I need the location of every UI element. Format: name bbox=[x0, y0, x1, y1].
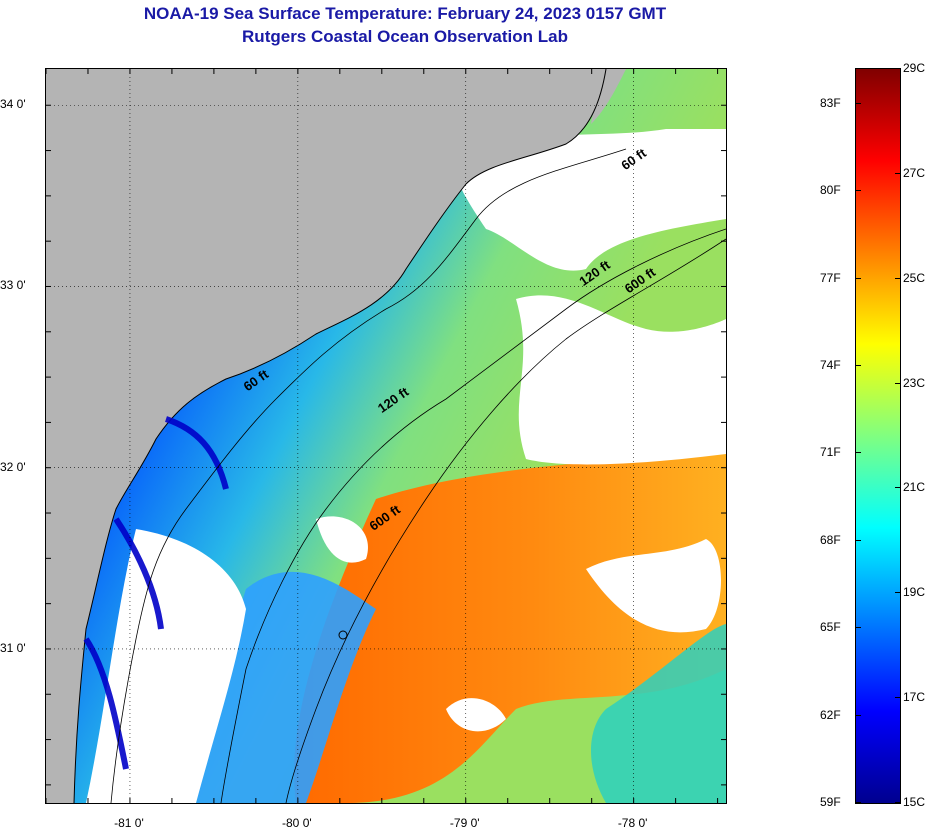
colorbar-fahrenheit-label: 68F bbox=[820, 532, 841, 547]
colorbar-celsius-label: 27C bbox=[903, 165, 926, 180]
colorbar-tick bbox=[856, 102, 861, 104]
land-mass bbox=[46, 69, 606, 803]
colorbar-tick bbox=[895, 277, 900, 279]
colorbar-tick bbox=[895, 592, 900, 594]
cyan-patch bbox=[591, 624, 726, 803]
coastline bbox=[73, 69, 607, 803]
lat-tick-label: 32 0' bbox=[0, 459, 26, 474]
coastal-wetlands bbox=[83, 416, 229, 770]
colorbar-tick bbox=[895, 697, 900, 699]
colorbar-fahrenheit-label: 77F bbox=[820, 270, 841, 285]
colorbar-celsius-label: 21C bbox=[903, 480, 926, 495]
colorbar-celsius-label: 19C bbox=[903, 585, 926, 600]
colorbar bbox=[855, 68, 901, 804]
colorbar-tick bbox=[856, 714, 861, 716]
colorbar-fahrenheit-label: 65F bbox=[820, 620, 841, 635]
colorbar-celsius-label: 23C bbox=[903, 375, 926, 390]
land-island bbox=[591, 69, 626, 124]
colorbar-fahrenheit-label: 59F bbox=[820, 795, 841, 809]
lat-tick-label: 31 0' bbox=[0, 640, 26, 655]
lon-tick-label: -80 0' bbox=[282, 816, 312, 830]
lon-tick-label: -79 0' bbox=[449, 816, 480, 830]
buoy-marker bbox=[338, 630, 348, 640]
colorbar-tick bbox=[856, 627, 861, 629]
colorbar-tick bbox=[856, 539, 861, 541]
lat-tick-label: 34 0' bbox=[0, 97, 26, 112]
map-subtitle: Rutgers Coastal Ocean Observation Lab bbox=[242, 27, 568, 46]
isobath-600ft bbox=[285, 238, 726, 803]
colorbar-tick bbox=[856, 365, 861, 367]
colorbar-fahrenheit-label: 80F bbox=[820, 183, 841, 198]
colorbar-fahrenheit-label: 71F bbox=[820, 445, 841, 460]
colorbar-tick bbox=[895, 802, 900, 803]
colorbar-tick bbox=[856, 802, 861, 803]
colorbar-celsius-label: 15C bbox=[903, 795, 926, 809]
lon-tick-label: -78 0' bbox=[617, 816, 648, 830]
map-title: NOAA-19 Sea Surface Temperature: Februar… bbox=[143, 4, 667, 23]
colorbar-celsius-label: 17C bbox=[903, 690, 926, 705]
isobath-120ft bbox=[220, 228, 726, 803]
colorbar-tick bbox=[895, 172, 900, 174]
warm-water-region bbox=[294, 454, 726, 803]
colorbar-celsius-label: 29C bbox=[903, 61, 926, 75]
colorbar-fahrenheit-label: 83F bbox=[820, 95, 841, 110]
colorbar-tick bbox=[895, 382, 900, 384]
colorbar-tick bbox=[856, 190, 861, 192]
sst-map: 60 ft 120 ft 600 ft 60 ft 120 ft 600 ft bbox=[45, 68, 727, 804]
colorbar-tick bbox=[895, 487, 900, 489]
colorbar-tick bbox=[856, 277, 861, 279]
isobath-60ft bbox=[110, 148, 627, 803]
colorbar-fahrenheit-label: 62F bbox=[820, 707, 841, 722]
colorbar-tick bbox=[856, 452, 861, 454]
colorbar-tick bbox=[895, 68, 900, 69]
colorbar-celsius-label: 25C bbox=[903, 270, 926, 285]
lat-tick-label: 33 0' bbox=[0, 278, 26, 293]
lon-tick-label: -81 0' bbox=[114, 816, 144, 830]
colorbar-fahrenheit-label: 74F bbox=[820, 358, 841, 373]
